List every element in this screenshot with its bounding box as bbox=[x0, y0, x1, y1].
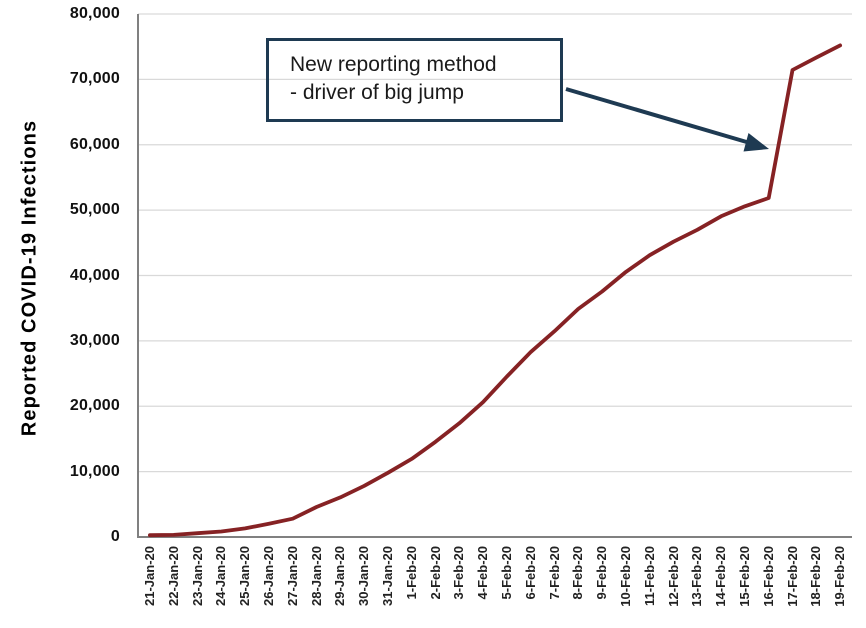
y-tick-label: 20,000 bbox=[69, 397, 120, 415]
annotation-text-line2: - driver of big jump bbox=[290, 81, 464, 104]
x-tick-label: 22-Jan-20 bbox=[165, 546, 181, 606]
annotation-text-line1: New reporting method bbox=[290, 53, 497, 76]
x-tick-label: 15-Feb-20 bbox=[736, 546, 752, 607]
y-tick-label: 0 bbox=[110, 528, 120, 545]
infections-line-series bbox=[147, 43, 842, 538]
x-tick-label: 1-Feb-20 bbox=[403, 546, 419, 600]
annotation-arrow-shaft bbox=[565, 87, 751, 145]
x-tick-label: 13-Feb-20 bbox=[689, 546, 705, 607]
x-tick-label: 7-Feb-20 bbox=[546, 546, 562, 600]
x-tick-label: 31-Jan-20 bbox=[379, 546, 395, 606]
x-tick-label: 21-Jan-20 bbox=[141, 546, 157, 606]
y-tick-label: 40,000 bbox=[69, 266, 120, 284]
x-tick-label: 19-Feb-20 bbox=[832, 546, 848, 607]
annotation-arrow-head bbox=[743, 133, 769, 152]
x-tick-label: 6-Feb-20 bbox=[522, 546, 538, 600]
x-tick-label: 8-Feb-20 bbox=[570, 546, 586, 600]
x-tick-label: 12-Feb-20 bbox=[665, 546, 681, 607]
x-tick-label: 5-Feb-20 bbox=[498, 546, 514, 600]
x-tick-label: 14-Feb-20 bbox=[713, 546, 729, 607]
x-tick-label: 4-Feb-20 bbox=[475, 546, 491, 600]
x-tick-label: 26-Jan-20 bbox=[260, 546, 276, 606]
x-tick-label: 23-Jan-20 bbox=[189, 546, 205, 606]
y-tick-label: 70,000 bbox=[69, 70, 120, 88]
x-tick-label: 16-Feb-20 bbox=[760, 546, 776, 607]
x-tick-label: 29-Jan-20 bbox=[332, 546, 348, 606]
annotation-callout-box: New reporting method - driver of big jum… bbox=[266, 38, 563, 122]
x-tick-label: 18-Feb-20 bbox=[808, 546, 824, 607]
x-tick-label: 28-Jan-20 bbox=[308, 546, 324, 606]
y-tick-label: 60,000 bbox=[69, 135, 120, 153]
x-tick-label: 3-Feb-20 bbox=[451, 546, 467, 600]
x-tick-label: 24-Jan-20 bbox=[213, 546, 229, 606]
y-tick-label: 80,000 bbox=[69, 5, 120, 22]
x-tick-label: 11-Feb-20 bbox=[641, 546, 657, 606]
x-tick-label: 10-Feb-20 bbox=[617, 546, 633, 607]
x-tick-label: 9-Feb-20 bbox=[594, 546, 610, 600]
x-tick-label: 25-Jan-20 bbox=[237, 546, 253, 606]
y-tick-label: 10,000 bbox=[69, 462, 120, 480]
y-tick-label: 30,000 bbox=[69, 331, 120, 349]
x-tick-label: 30-Jan-20 bbox=[356, 546, 372, 606]
y-tick-label: 50,000 bbox=[69, 201, 120, 219]
x-tick-label: 17-Feb-20 bbox=[784, 546, 800, 607]
x-tick-label: 2-Feb-20 bbox=[427, 546, 443, 600]
x-tick-label: 27-Jan-20 bbox=[284, 546, 300, 606]
